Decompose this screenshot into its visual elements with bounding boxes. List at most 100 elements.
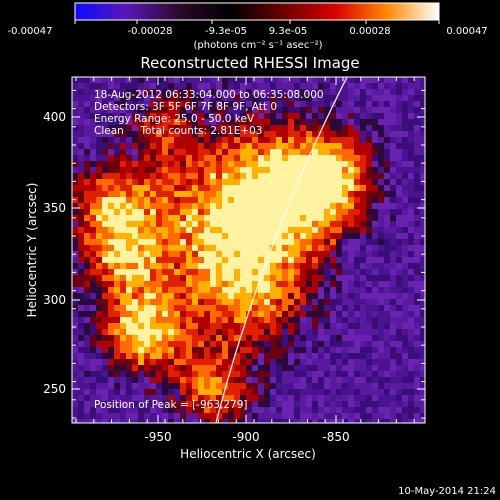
map-pixel <box>132 275 138 281</box>
map-pixel <box>396 227 402 233</box>
map-pixel <box>96 317 102 323</box>
map-pixel <box>204 383 210 389</box>
map-pixel <box>282 389 288 395</box>
map-pixel <box>144 293 150 299</box>
map-pixel <box>162 311 168 317</box>
map-pixel <box>270 221 276 227</box>
map-pixel <box>402 215 408 221</box>
map-pixel <box>312 239 318 245</box>
map-pixel <box>246 305 252 311</box>
map-pixel <box>264 143 270 149</box>
map-pixel <box>384 227 390 233</box>
map-pixel <box>102 113 108 119</box>
map-pixel <box>390 251 396 257</box>
map-pixel <box>354 383 360 389</box>
map-pixel <box>162 185 168 191</box>
map-pixel <box>396 233 402 239</box>
map-pixel <box>270 335 276 341</box>
map-pixel <box>240 329 246 335</box>
map-pixel <box>402 167 408 173</box>
map-pixel <box>246 167 252 173</box>
map-pixel <box>318 131 324 137</box>
map-pixel <box>396 407 402 413</box>
map-pixel <box>90 173 96 179</box>
map-pixel <box>288 257 294 263</box>
map-pixel <box>222 383 228 389</box>
map-pixel <box>324 335 330 341</box>
map-pixel <box>228 203 234 209</box>
map-pixel <box>84 161 90 167</box>
map-image <box>72 77 425 423</box>
map-pixel <box>126 281 132 287</box>
map-pixel <box>102 377 108 383</box>
map-pixel <box>348 101 354 107</box>
map-pixel <box>276 143 282 149</box>
map-pixel <box>360 137 366 143</box>
map-pixel <box>168 335 174 341</box>
map-pixel <box>384 365 390 371</box>
map-pixel <box>210 89 216 95</box>
map-pixel <box>120 155 126 161</box>
map-pixel <box>198 101 204 107</box>
map-pixel <box>282 77 288 83</box>
map-pixel <box>396 101 402 107</box>
map-pixel <box>378 395 384 401</box>
y-tick-label: 400 <box>43 110 66 124</box>
map-pixel <box>240 89 246 95</box>
map-pixel <box>234 281 240 287</box>
map-pixel <box>372 131 378 137</box>
map-pixel <box>222 131 228 137</box>
map-pixel <box>204 377 210 383</box>
map-pixel <box>216 317 222 323</box>
map-pixel <box>108 203 114 209</box>
map-pixel <box>366 335 372 341</box>
map-pixel <box>186 113 192 119</box>
map-pixel <box>330 293 336 299</box>
map-pixel <box>78 173 84 179</box>
map-pixel <box>186 359 192 365</box>
map-pixel <box>120 353 126 359</box>
map-pixel <box>258 83 264 89</box>
map-pixel <box>372 239 378 245</box>
map-pixel <box>276 95 282 101</box>
map-pixel <box>216 143 222 149</box>
map-pixel <box>306 299 312 305</box>
map-pixel <box>420 419 425 423</box>
map-pixel <box>120 137 126 143</box>
map-pixel <box>234 185 240 191</box>
map-pixel <box>324 383 330 389</box>
map-pixel <box>228 377 234 383</box>
map-pixel <box>300 263 306 269</box>
map-pixel <box>162 317 168 323</box>
map-pixel <box>222 89 228 95</box>
x-tick-label: -950 <box>144 430 171 444</box>
map-pixel <box>228 407 234 413</box>
map-pixel <box>156 125 162 131</box>
map-pixel <box>216 173 222 179</box>
map-pixel <box>276 179 282 185</box>
map-pixel <box>186 155 192 161</box>
map-pixel <box>282 383 288 389</box>
map-pixel <box>348 347 354 353</box>
map-pixel <box>192 203 198 209</box>
map-pixel <box>414 335 420 341</box>
map-pixel <box>78 233 84 239</box>
map-pixel <box>306 371 312 377</box>
map-pixel <box>288 323 294 329</box>
map-pixel <box>330 107 336 113</box>
map-pixel <box>318 299 324 305</box>
map-pixel <box>228 101 234 107</box>
map-pixel <box>390 263 396 269</box>
map-pixel <box>156 407 162 413</box>
map-pixel <box>312 137 318 143</box>
map-pixel <box>348 173 354 179</box>
map-pixel <box>420 257 425 263</box>
map-pixel <box>78 161 84 167</box>
map-pixel <box>300 137 306 143</box>
map-pixel <box>210 119 216 125</box>
map-pixel <box>390 359 396 365</box>
map-pixel <box>222 401 228 407</box>
map-pixel <box>144 215 150 221</box>
map-pixel <box>204 95 210 101</box>
map-pixel <box>348 419 354 423</box>
